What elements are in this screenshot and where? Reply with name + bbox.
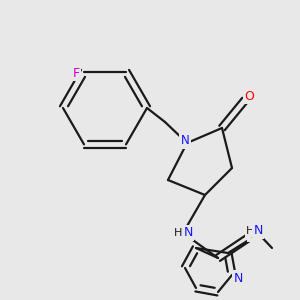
Text: F: F [72, 67, 80, 80]
Text: N: N [183, 226, 193, 239]
Text: H: H [174, 228, 182, 238]
Text: O: O [248, 227, 258, 241]
Text: N: N [253, 224, 263, 238]
Text: N: N [181, 134, 189, 148]
Text: N: N [233, 272, 243, 284]
Text: O: O [244, 89, 254, 103]
Text: H: H [246, 226, 254, 236]
